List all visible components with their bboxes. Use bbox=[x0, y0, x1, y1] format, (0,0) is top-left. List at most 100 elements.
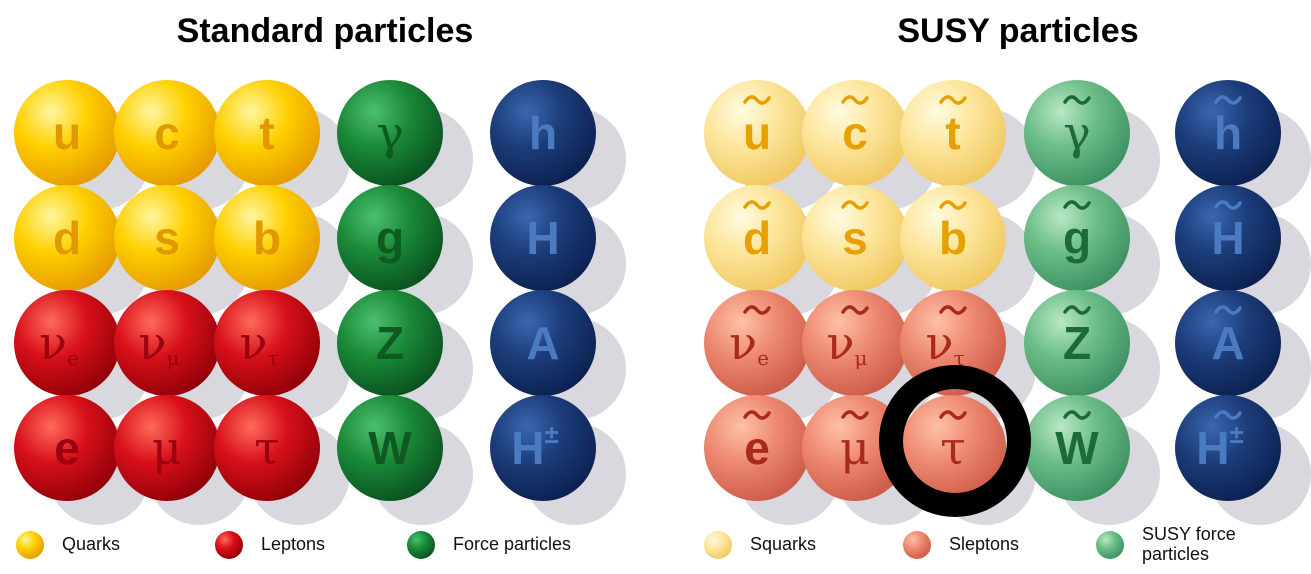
panel-title: Standard particles bbox=[177, 12, 474, 50]
particle-label: t bbox=[945, 107, 960, 159]
particle-sphere bbox=[14, 290, 120, 396]
tilde bbox=[841, 200, 869, 210]
particle-symbol: γ bbox=[376, 106, 404, 160]
particle-subscript: μ bbox=[854, 346, 867, 370]
particle-label: e bbox=[744, 422, 770, 474]
tilde bbox=[1063, 305, 1091, 315]
particle-label: νμ bbox=[827, 316, 868, 370]
particle-symbol: e bbox=[54, 422, 80, 474]
particle-sphere bbox=[900, 185, 1006, 291]
particle-sphere bbox=[14, 80, 120, 186]
particle-sphere bbox=[114, 395, 220, 501]
legend-swatch bbox=[16, 531, 44, 559]
legend-label: Quarks bbox=[62, 534, 120, 554]
particle-sphere bbox=[490, 80, 596, 186]
particle-sphere bbox=[337, 185, 443, 291]
legend-label: Force particles bbox=[453, 534, 571, 554]
particle-sphere bbox=[114, 185, 220, 291]
particle-label: d bbox=[53, 212, 81, 264]
particle-label: μ bbox=[840, 421, 870, 475]
particle-label: W bbox=[368, 422, 412, 474]
particle-label: c bbox=[842, 107, 868, 159]
panel-title: SUSY particles bbox=[897, 12, 1138, 50]
particle-symbol: ν bbox=[239, 316, 267, 370]
tilde bbox=[743, 200, 771, 210]
particle-label: γ bbox=[1063, 106, 1091, 160]
particle-symbol: H bbox=[1211, 212, 1244, 264]
particle-sphere bbox=[900, 395, 1006, 501]
tilde bbox=[1214, 200, 1242, 210]
particle-label: H± bbox=[1196, 419, 1244, 474]
particle-symbol: Z bbox=[1063, 317, 1091, 369]
particle-sphere bbox=[214, 80, 320, 186]
particle-symbol: u bbox=[743, 107, 771, 159]
particle-label: e bbox=[54, 422, 80, 474]
particle-sphere bbox=[1175, 290, 1281, 396]
particle-sphere bbox=[214, 290, 320, 396]
particle-sphere bbox=[1024, 80, 1130, 186]
particle-symbol: g bbox=[1063, 212, 1091, 264]
particle-symbol: d bbox=[743, 212, 771, 264]
particle-label: νe bbox=[729, 316, 769, 370]
particle-symbol: t bbox=[259, 107, 274, 159]
particle-label: Z bbox=[1063, 317, 1091, 369]
particle-sphere bbox=[802, 185, 908, 291]
particle-sphere bbox=[490, 185, 596, 291]
particle-label: b bbox=[939, 212, 967, 264]
particle-label: τ bbox=[254, 421, 279, 475]
particle-label: τ bbox=[940, 421, 965, 475]
particle-sphere bbox=[704, 290, 810, 396]
particle-label: ντ bbox=[239, 316, 278, 370]
particle-sphere bbox=[1024, 290, 1130, 396]
particle-label: s bbox=[842, 212, 868, 264]
particle-symbol: A bbox=[1211, 317, 1244, 369]
particle-label: A bbox=[526, 317, 559, 369]
particle-subscript: e bbox=[757, 346, 769, 370]
particle-label: μ bbox=[152, 421, 182, 475]
particle-symbol: μ bbox=[840, 421, 870, 475]
particle-sphere bbox=[802, 395, 908, 501]
particle-symbol: ν bbox=[729, 316, 757, 370]
particle-subscript: τ bbox=[953, 346, 964, 370]
particle-symbol: t bbox=[945, 107, 960, 159]
legend-swatch bbox=[1096, 531, 1124, 559]
particle-superscript: ± bbox=[1229, 419, 1243, 449]
highlight-ring bbox=[879, 365, 1031, 517]
particle-symbol: u bbox=[53, 107, 81, 159]
particle-label: H bbox=[1211, 212, 1244, 264]
particle-label: νμ bbox=[139, 316, 180, 370]
particle-sphere bbox=[1175, 80, 1281, 186]
particle-label: H± bbox=[511, 419, 559, 474]
tilde bbox=[841, 305, 869, 315]
particle-symbol: W bbox=[368, 422, 412, 474]
legend-label: Sleptons bbox=[949, 534, 1019, 554]
particle-symbol: h bbox=[529, 107, 557, 159]
particle-sphere bbox=[114, 290, 220, 396]
particle-sphere bbox=[1024, 185, 1130, 291]
particle-symbol: τ bbox=[254, 421, 279, 475]
particle-symbol: b bbox=[253, 212, 281, 264]
particle-subscript: μ bbox=[166, 346, 179, 370]
particle-sphere bbox=[490, 395, 596, 501]
legend-label: Squarks bbox=[750, 534, 816, 554]
tilde bbox=[939, 95, 967, 105]
particle-label: s bbox=[154, 212, 180, 264]
particle-label: h bbox=[1214, 107, 1242, 159]
tilde bbox=[1063, 410, 1091, 420]
particle-symbol: d bbox=[53, 212, 81, 264]
particle-sphere bbox=[802, 80, 908, 186]
particle-label: t bbox=[259, 107, 274, 159]
particle-symbol: H bbox=[511, 422, 544, 474]
particle-symbol: μ bbox=[152, 421, 182, 475]
particle-label: W bbox=[1055, 422, 1099, 474]
particle-subscript: τ bbox=[267, 346, 278, 370]
particle-label: ντ bbox=[925, 316, 964, 370]
particle-sphere bbox=[14, 395, 120, 501]
particle-sphere bbox=[214, 185, 320, 291]
particle-sphere bbox=[337, 395, 443, 501]
particle-label: A bbox=[1211, 317, 1244, 369]
tilde bbox=[743, 95, 771, 105]
tilde bbox=[1214, 305, 1242, 315]
particle-symbol: ν bbox=[925, 316, 953, 370]
